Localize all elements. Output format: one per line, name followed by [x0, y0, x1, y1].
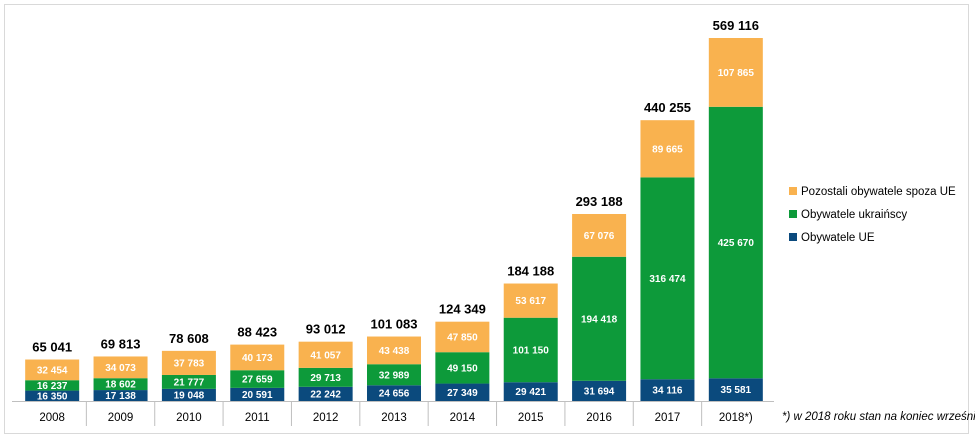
segment-value-label: 47 850: [447, 332, 478, 343]
segment-value-label: 27 349: [447, 388, 478, 399]
segment-value-label: 18 602: [105, 380, 136, 391]
legend-swatch: [789, 233, 797, 241]
segment-value-label: 194 418: [581, 314, 618, 325]
bar-total-label: 293 188: [576, 194, 623, 209]
segment-value-label: 29 421: [515, 387, 546, 398]
segment-value-label: 31 694: [584, 386, 615, 397]
bar-total-label: 184 188: [507, 264, 554, 279]
bar-total-label: 65 041: [32, 340, 72, 355]
legend-swatch: [789, 210, 797, 218]
bar-total-label: 101 083: [371, 317, 418, 332]
segment-value-label: 19 048: [174, 390, 205, 401]
segment-value-label: 53 617: [515, 296, 546, 307]
x-tick-label: 2017: [655, 412, 681, 424]
segment-value-label: 37 783: [174, 358, 205, 369]
segment-value-label: 17 138: [105, 391, 136, 402]
x-tick-label: 2018*): [719, 412, 753, 424]
segment-value-label: 107 865: [718, 68, 755, 79]
bar-total-label: 78 608: [169, 331, 209, 346]
segment-value-label: 41 057: [310, 350, 341, 361]
segment-value-label: 49 150: [447, 363, 478, 374]
stacked-bar-chart: 16 35016 237 32 454 65 041 2008 17 13818 602…: [0, 0, 975, 438]
segment-value-label: 34 073: [105, 363, 136, 374]
x-tick-label: 2008: [39, 412, 65, 424]
segment-value-label: 24 656: [379, 389, 410, 400]
bar-total-label: 93 012: [306, 322, 346, 337]
x-tick-label: 2016: [586, 412, 612, 424]
legend-swatch: [789, 187, 797, 195]
segment-value-label: 316 474: [649, 274, 686, 285]
segment-value-label: 16 350: [37, 391, 68, 402]
x-tick-label: 2012: [313, 412, 339, 424]
segment-value-label: 22 242: [310, 389, 341, 400]
bar-total-label: 69 813: [101, 336, 141, 351]
segment-value-label: 27 659: [242, 375, 273, 386]
x-tick-label: 2014: [450, 412, 476, 424]
segment-value-label: 101 150: [513, 345, 550, 356]
segment-value-label: 89 665: [652, 144, 683, 155]
legend-entry: Obywatele ukraińscy: [801, 209, 907, 221]
bar-total-label: 88 423: [237, 325, 277, 340]
segment-value-label: 32 454: [37, 365, 68, 376]
footnote: *) w 2018 roku stan na koniec września: [782, 411, 975, 423]
segment-value-label: 40 173: [242, 353, 273, 364]
legend-entry: Obywatele UE: [801, 232, 875, 244]
segment-value-label: 425 670: [718, 238, 755, 249]
segment-value-label: 20 591: [242, 390, 273, 401]
segment-value-label: 43 438: [379, 346, 410, 357]
bar-total-label: 569 116: [713, 18, 759, 33]
segment-value-label: 32 989: [379, 370, 410, 381]
segment-value-label: 35 581: [721, 385, 752, 396]
bar-total-label: 124 349: [439, 302, 486, 317]
segment-value-label: 16 237: [37, 381, 68, 392]
legend-entry: Pozostali obywatele spoza UE: [801, 186, 956, 198]
segment-value-label: 29 713: [310, 373, 341, 384]
x-tick-label: 2011: [245, 412, 270, 424]
segment-value-label: 21 777: [174, 377, 205, 388]
x-tick-label: 2009: [108, 412, 134, 424]
x-tick-label: 2010: [176, 412, 202, 424]
bar-total-label: 440 255: [644, 100, 691, 115]
segment-value-label: 67 076: [584, 231, 615, 242]
x-tick-label: 2013: [381, 412, 407, 424]
segment-value-label: 34 116: [652, 386, 682, 397]
x-tick-label: 2015: [518, 412, 544, 424]
